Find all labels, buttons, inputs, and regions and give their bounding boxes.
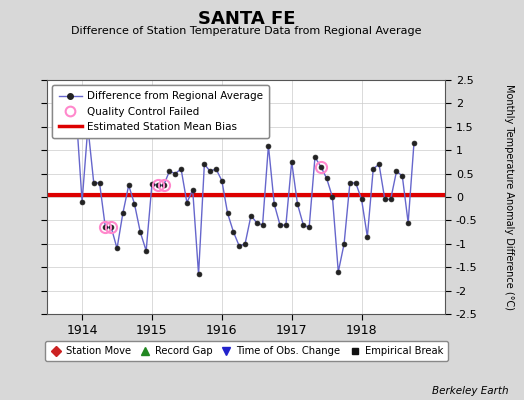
Text: Berkeley Earth: Berkeley Earth bbox=[432, 386, 508, 396]
Legend: Difference from Regional Average, Quality Control Failed, Estimated Station Mean: Difference from Regional Average, Qualit… bbox=[52, 85, 269, 138]
Text: Difference of Station Temperature Data from Regional Average: Difference of Station Temperature Data f… bbox=[71, 26, 421, 36]
Text: SANTA FE: SANTA FE bbox=[198, 10, 295, 28]
Legend: Station Move, Record Gap, Time of Obs. Change, Empirical Break: Station Move, Record Gap, Time of Obs. C… bbox=[45, 341, 448, 361]
Text: Monthly Temperature Anomaly Difference (°C): Monthly Temperature Anomaly Difference (… bbox=[504, 84, 514, 310]
